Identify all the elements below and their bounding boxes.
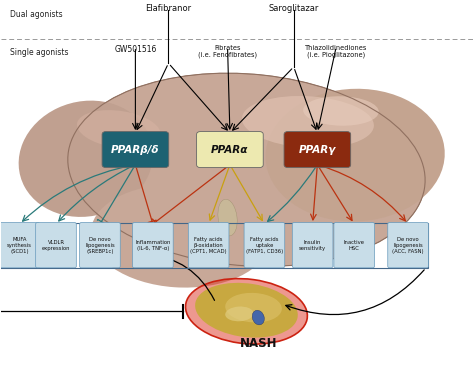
FancyBboxPatch shape bbox=[197, 132, 263, 168]
Text: NASH: NASH bbox=[239, 337, 277, 350]
FancyBboxPatch shape bbox=[284, 132, 351, 168]
Text: Saroglitazar: Saroglitazar bbox=[269, 4, 319, 13]
Ellipse shape bbox=[91, 184, 270, 287]
FancyBboxPatch shape bbox=[133, 223, 173, 268]
Text: Dual agonists: Dual agonists bbox=[10, 10, 63, 19]
Text: GW501516: GW501516 bbox=[114, 45, 156, 54]
Ellipse shape bbox=[218, 199, 237, 236]
Text: VLDLR
expression: VLDLR expression bbox=[42, 239, 70, 251]
FancyBboxPatch shape bbox=[0, 223, 40, 268]
Text: Thiazolidinediones
(i.e. Pioglitazone): Thiazolidinediones (i.e. Pioglitazone) bbox=[305, 45, 367, 58]
Ellipse shape bbox=[303, 96, 379, 126]
Text: Inactive
HSC: Inactive HSC bbox=[344, 239, 365, 251]
Ellipse shape bbox=[77, 110, 161, 149]
FancyBboxPatch shape bbox=[80, 223, 120, 268]
FancyBboxPatch shape bbox=[244, 223, 285, 268]
Text: Insulin
sensitivity: Insulin sensitivity bbox=[299, 239, 326, 251]
Text: De novo
lipogenesis
(SREBP1c): De novo lipogenesis (SREBP1c) bbox=[85, 237, 115, 254]
FancyBboxPatch shape bbox=[334, 223, 374, 268]
FancyBboxPatch shape bbox=[36, 223, 76, 268]
FancyBboxPatch shape bbox=[188, 223, 229, 268]
FancyBboxPatch shape bbox=[292, 223, 333, 268]
FancyBboxPatch shape bbox=[102, 132, 169, 168]
Text: PPARα: PPARα bbox=[211, 145, 248, 155]
Ellipse shape bbox=[265, 89, 445, 221]
Text: MUFA
synthesis
(SCD1): MUFA synthesis (SCD1) bbox=[7, 237, 32, 254]
Ellipse shape bbox=[242, 96, 374, 148]
Ellipse shape bbox=[225, 293, 282, 323]
Text: Single agonists: Single agonists bbox=[10, 48, 69, 58]
Text: De novo
lipogenesis
(ACC, FASN): De novo lipogenesis (ACC, FASN) bbox=[392, 237, 424, 254]
Text: Fatty acids
uptake
(FATP1, CD36): Fatty acids uptake (FATP1, CD36) bbox=[246, 237, 283, 254]
Text: Fatty acids
β-oxidation
(CPT1, MCAD): Fatty acids β-oxidation (CPT1, MCAD) bbox=[191, 237, 227, 254]
Ellipse shape bbox=[225, 307, 254, 321]
Bar bbox=[0, 223, 428, 268]
Ellipse shape bbox=[195, 283, 298, 338]
Ellipse shape bbox=[18, 101, 153, 217]
Ellipse shape bbox=[252, 310, 264, 325]
Text: PPARβ/δ: PPARβ/δ bbox=[111, 145, 160, 155]
Text: Inflammation
(IL-6, TNF-α): Inflammation (IL-6, TNF-α) bbox=[135, 239, 171, 251]
Ellipse shape bbox=[68, 73, 425, 266]
Ellipse shape bbox=[185, 279, 307, 344]
Text: PPARγ: PPARγ bbox=[299, 145, 336, 155]
Text: Fibrates
(i.e. Fenofibrates): Fibrates (i.e. Fenofibrates) bbox=[198, 45, 257, 58]
FancyBboxPatch shape bbox=[388, 223, 428, 268]
Text: Elafibranor: Elafibranor bbox=[146, 4, 191, 13]
